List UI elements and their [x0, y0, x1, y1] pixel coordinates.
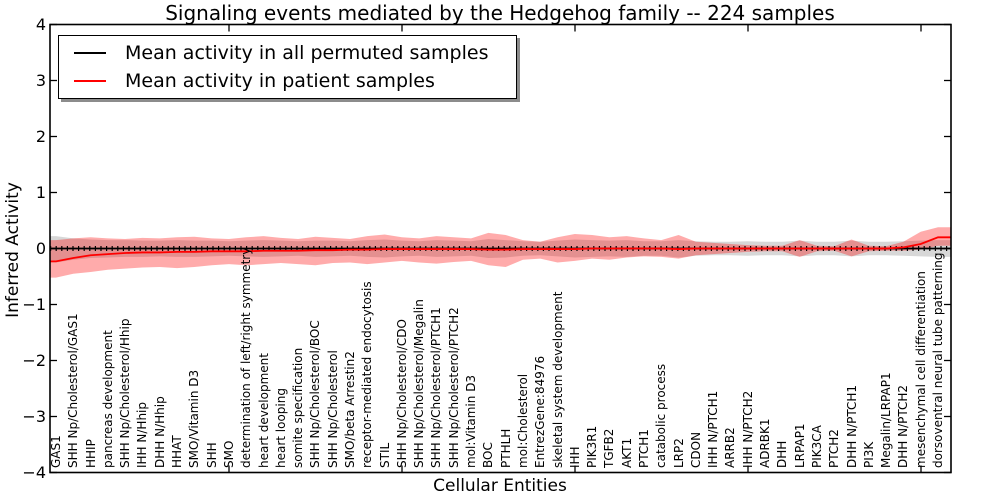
- x-tick-label: SHH Np/Cholesterol/Hhip: [118, 318, 133, 468]
- x-tick-label: GAS1: [49, 435, 63, 468]
- x-tick-label: heart development: [256, 353, 271, 468]
- x-tick-label: PTCH1: [637, 429, 651, 468]
- x-tick-label: SHH Np/Cholesterol/GAS1: [66, 313, 81, 468]
- x-tick-label: LRP2: [671, 438, 686, 468]
- y-tick-label: −3: [22, 406, 46, 426]
- patient-mean-line: [50, 236, 951, 263]
- x-tick-label: PTCH2: [827, 429, 842, 468]
- x-tick-label: IHH: [567, 446, 582, 468]
- x-tick-label: AKT1: [619, 437, 634, 468]
- legend-row-patient: Mean activity in patient samples: [59, 70, 516, 92]
- chart-title: Signaling events mediated by the Hedgeho…: [165, 1, 835, 25]
- y-tick-label: −1: [22, 294, 46, 314]
- x-tick-label: determination of left/right symmetry: [239, 247, 254, 468]
- y-tick-label: 0: [35, 238, 46, 258]
- x-tick-label: ADRBK1: [758, 418, 773, 468]
- x-tick-label: HHAT: [170, 435, 185, 468]
- x-tick-label: PIK3R1: [585, 425, 600, 468]
- x-tick-label: DHH N/Hhip: [152, 396, 167, 468]
- x-tick-label: IHH N/PTCH2: [740, 390, 755, 468]
- legend-row-permuted: Mean activity in all permuted samples: [59, 42, 516, 64]
- x-tick-label: IHH N/PTCH1: [706, 390, 721, 468]
- x-tick-label: PIK3CA: [809, 425, 824, 468]
- x-tick-label: pancreas development: [100, 330, 115, 468]
- legend: Mean activity in all permuted samples Me…: [58, 35, 517, 99]
- x-tick-label: SMO: [221, 440, 236, 468]
- x-tick-label: Megalin/LRPAP1: [879, 372, 894, 468]
- legend-permuted-label: Mean activity in all permuted samples: [125, 42, 489, 64]
- x-tick-label: mol:Cholesterol: [515, 373, 530, 468]
- x-tick-label: LRPAP1: [792, 423, 807, 468]
- x-tick-label: SHH Np/Cholesterol/BOC: [308, 320, 323, 468]
- x-tick-label: SMO/beta Arrestin2: [343, 351, 357, 468]
- x-tick-label: DHH N/PTCH1: [844, 384, 859, 468]
- x-tick-label: CDON: [688, 431, 703, 468]
- x-tick-label: mol:Vitamin D3: [464, 374, 479, 468]
- x-tick-label: DHH: [775, 440, 790, 468]
- x-tick-label: SMO/Vitamin D3: [187, 369, 202, 468]
- x-tick-label: SHH: [204, 442, 219, 468]
- x-tick-label: skeletal system development: [550, 291, 565, 468]
- x-tick-label: mesenchymal cell differentiation: [913, 271, 928, 468]
- y-tick-label: 4: [35, 14, 46, 34]
- x-tick-label: PI3K: [861, 441, 876, 468]
- x-tick-label: SHH Np/Cholesterol/PTCH2: [446, 307, 461, 468]
- x-tick-label: somite specification: [291, 347, 306, 468]
- x-tick-label: receptor-mediated endocytosis: [360, 281, 375, 468]
- legend-patient-label: Mean activity in patient samples: [125, 70, 435, 92]
- x-tick-label: HHIP: [83, 439, 98, 468]
- x-tick-label: DHH N/PTCH2: [896, 384, 911, 468]
- y-tick-label: −2: [22, 350, 46, 370]
- x-tick-label: ARRB2: [723, 427, 738, 468]
- y-tick-label: 1: [35, 182, 46, 202]
- legend-permuted-line-icon: [74, 52, 106, 54]
- x-tick-label: SHH Np/Cholesterol/Megalin: [412, 299, 427, 468]
- x-tick-label: SHH Np/Cholesterol/CDO: [394, 319, 409, 468]
- x-tick-label: EntrezGene:84976: [533, 355, 548, 468]
- legend-patient-line-icon: [74, 80, 106, 82]
- x-tick-label: dorsoventral neural tube patterning: [931, 252, 945, 468]
- x-tick-label: BOC: [481, 442, 496, 468]
- y-tick-label: 2: [35, 126, 46, 146]
- x-tick-label: TGFB2: [602, 428, 617, 468]
- y-tick-label: −4: [22, 462, 46, 482]
- x-tick-label: SHH Np/Cholesterol: [325, 350, 340, 468]
- x-tick-label: STIL: [377, 442, 392, 468]
- x-axis-label: Cellular Entities: [433, 476, 567, 496]
- x-tick-label: SHH Np/Cholesterol/PTCH1: [429, 307, 444, 468]
- x-tick-label: IHH N/Hhip: [135, 402, 150, 468]
- y-tick-label: 3: [35, 70, 46, 90]
- x-tick-label: PTHLH: [498, 428, 513, 468]
- x-tick-label: catabolic process: [654, 363, 669, 468]
- x-tick-label: heart looping: [273, 388, 288, 468]
- patient-band-area: [50, 227, 951, 278]
